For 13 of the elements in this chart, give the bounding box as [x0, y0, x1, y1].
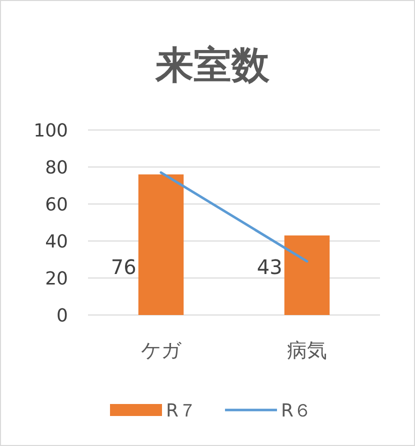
y-tick-label: 40 — [45, 231, 68, 252]
y-tick-label: 100 — [34, 120, 68, 142]
x-tick-label: 病気 — [287, 338, 327, 362]
y-tick-label: 20 — [45, 268, 68, 290]
y-tick-label: 80 — [45, 157, 68, 178]
legend-label: R６ — [281, 400, 312, 422]
y-tick-label: 60 — [45, 194, 68, 216]
x-tick-label: ケガ — [141, 338, 182, 362]
data-label: 76 — [110, 255, 136, 279]
chart-title: 来室数 — [154, 43, 270, 87]
legend-label: R７ — [166, 400, 197, 422]
data-label: 43 — [256, 255, 282, 279]
y-tick-label: 0 — [56, 305, 68, 326]
